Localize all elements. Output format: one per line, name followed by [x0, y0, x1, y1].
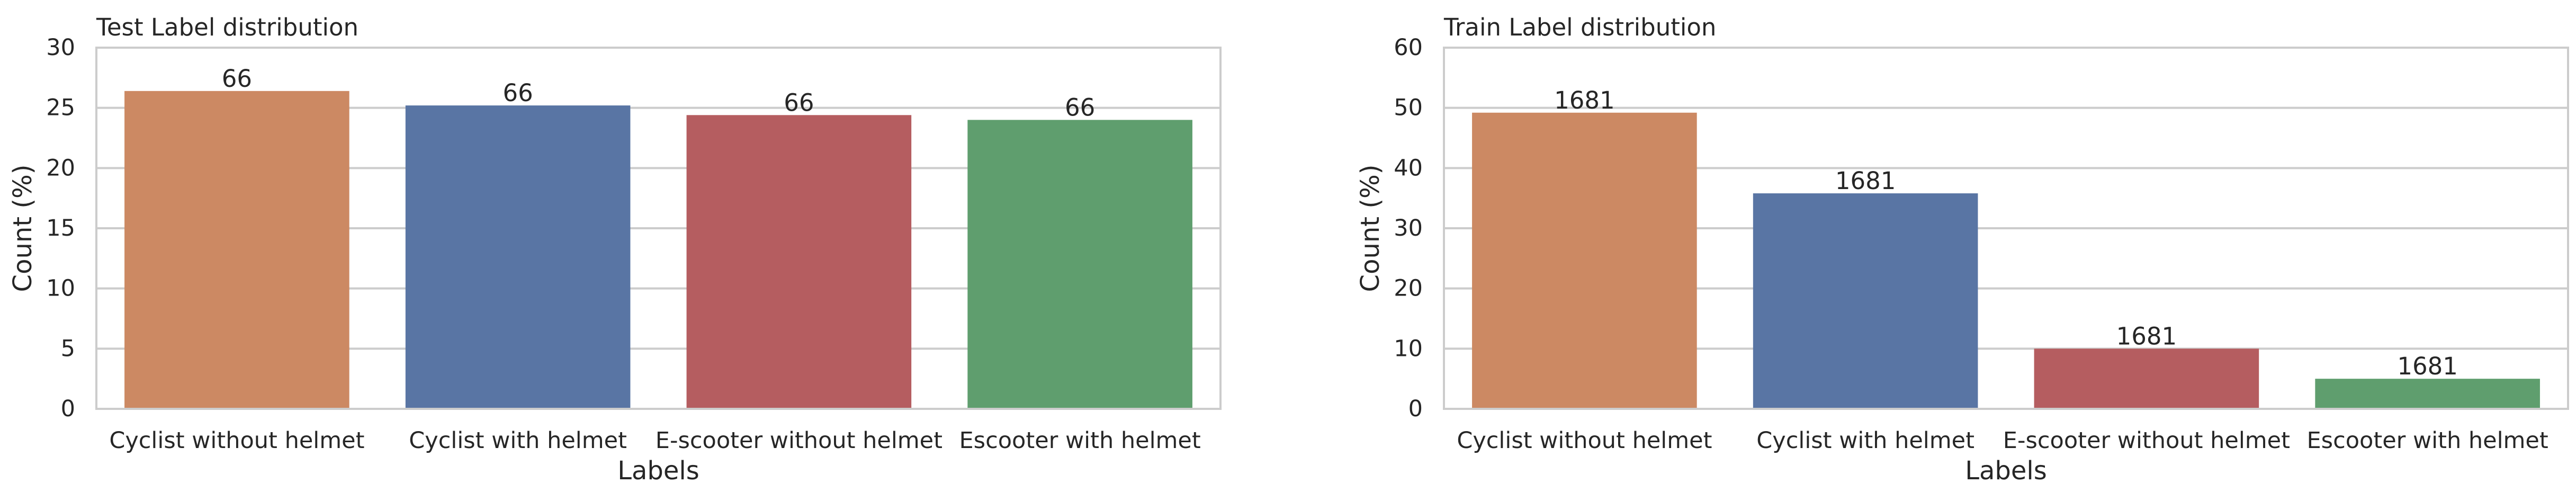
test-y-tick-label: 10 — [46, 275, 75, 302]
test-y-tick-label: 0 — [61, 396, 75, 422]
train-bar — [1472, 112, 1697, 409]
train-y-tick-label: 60 — [1394, 34, 1423, 61]
test-data-label: 66 — [784, 88, 814, 117]
test-data-label: 66 — [222, 65, 252, 93]
test-y-tick-label: 25 — [46, 95, 75, 121]
train-x-tick-label: E-scooter without helmet — [2003, 427, 2290, 454]
test-y-tick-label: 30 — [46, 34, 75, 61]
train-y-tick-label: 30 — [1394, 215, 1423, 241]
train-bar — [2034, 348, 2259, 409]
train-y-tick-label: 10 — [1394, 335, 1423, 362]
train-x-tick-label: Escooter with helmet — [2307, 427, 2548, 454]
test-axes-frame — [95, 47, 1222, 410]
test-label-distribution-chart: 66 66 66 66 0 5 10 15 20 25 30 Cyclist without helm… — [8, 13, 1222, 486]
test-y-tick-label: 5 — [61, 335, 75, 362]
test-bar — [967, 120, 1192, 409]
train-y-tick-label: 40 — [1394, 155, 1423, 181]
train-data-label: 1681 — [1835, 167, 1896, 195]
train-chart-title: Train Label distribution — [1443, 13, 1716, 41]
train-y-tick-label: 50 — [1394, 95, 1423, 121]
test-y-tick-label: 15 — [46, 215, 75, 241]
test-x-tick-label: Cyclist without helmet — [109, 427, 364, 454]
train-label-distribution-chart: 1681 1681 1681 1681 0 10 20 30 40 50 60 Cyclist wit… — [1356, 13, 2569, 486]
train-x-axis-label: Labels — [1965, 456, 2047, 486]
test-bar — [405, 105, 631, 409]
test-y-tick-label: 20 — [46, 155, 75, 181]
train-data-label: 1681 — [2116, 322, 2177, 350]
test-x-axis-label: Labels — [617, 456, 699, 486]
train-y-axis-label: Count (%) — [1356, 165, 1385, 292]
train-y-tick-label: 0 — [1408, 396, 1423, 422]
test-data-label: 66 — [502, 79, 533, 107]
test-chart-title: Test Label distribution — [96, 13, 358, 41]
test-y-axis-label: Count (%) — [8, 165, 38, 292]
train-axes-frame — [1443, 47, 2569, 410]
train-data-label: 1681 — [1554, 86, 1615, 114]
test-x-tick-label: Escooter with helmet — [959, 427, 1201, 454]
train-data-label: 1681 — [2397, 352, 2458, 380]
test-x-tick-label: Cyclist with helmet — [409, 427, 627, 454]
train-x-tick-label: Cyclist without helmet — [1457, 427, 1712, 454]
train-bar — [1753, 193, 1978, 409]
test-x-tick-label: E-scooter without helmet — [656, 427, 943, 454]
train-y-tick-label: 20 — [1394, 275, 1423, 302]
test-data-label: 66 — [1065, 93, 1095, 121]
test-bar — [686, 115, 912, 409]
train-bar — [2315, 379, 2540, 409]
train-x-tick-label: Cyclist with helmet — [1756, 427, 1974, 454]
test-bar — [124, 91, 349, 409]
